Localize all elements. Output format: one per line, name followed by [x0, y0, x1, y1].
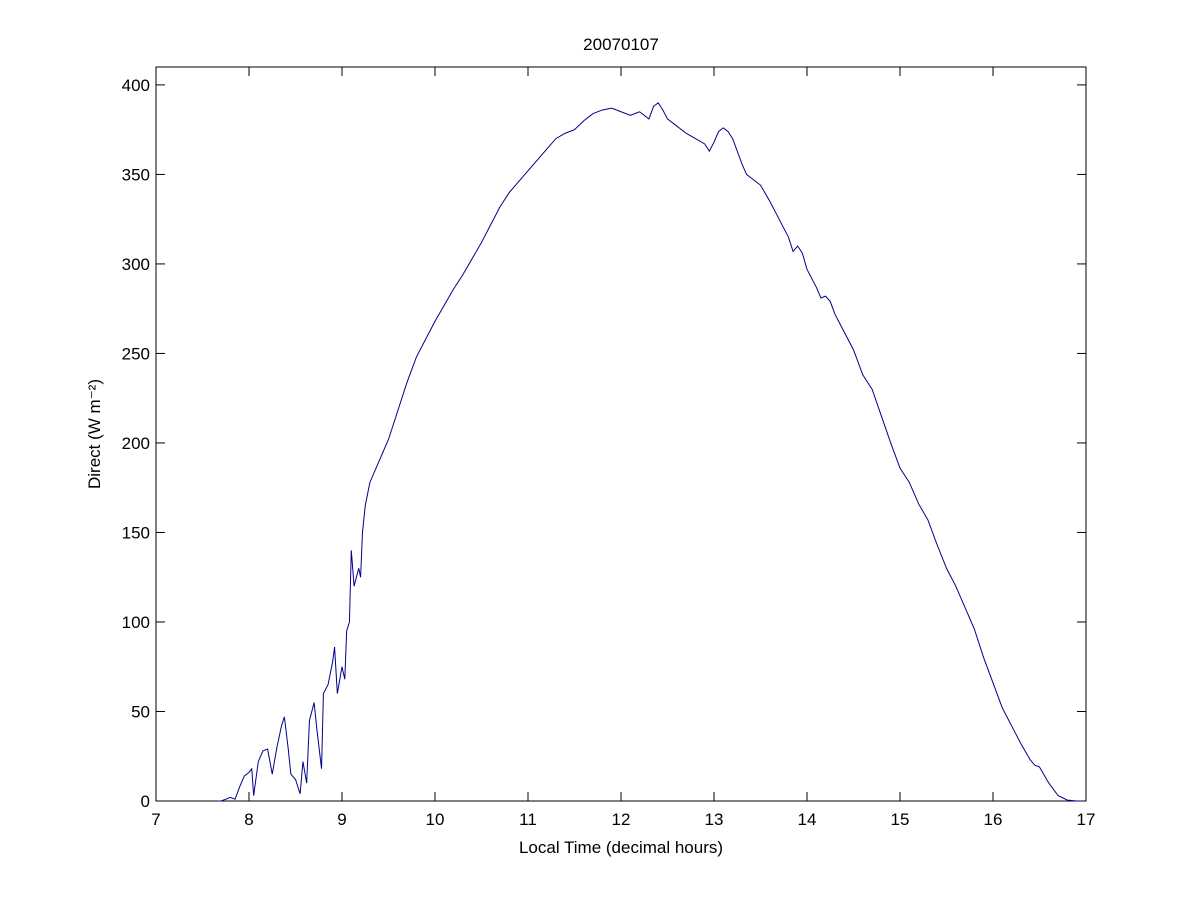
x-tick-label: 17	[1077, 810, 1096, 829]
y-tick-label: 50	[131, 702, 150, 721]
x-tick-label: 8	[244, 810, 253, 829]
x-tick-label: 15	[891, 810, 910, 829]
chart-title: 20070107	[583, 35, 659, 54]
x-tick-label: 14	[798, 810, 817, 829]
x-tick-label: 9	[337, 810, 346, 829]
y-tick-label: 300	[122, 255, 150, 274]
y-tick-label: 150	[122, 523, 150, 542]
plot-frame	[155, 66, 1087, 802]
x-axis-label: Local Time (decimal hours)	[519, 838, 723, 857]
x-tick-label: 11	[519, 810, 537, 829]
x-tick-label: 10	[426, 810, 445, 829]
y-tick-label: 100	[122, 613, 150, 632]
y-axis-label: Direct (W m⁻²)	[85, 379, 104, 489]
y-tick-label: 350	[122, 165, 150, 184]
y-tick-label: 250	[122, 344, 150, 363]
x-tick-label: 7	[151, 810, 160, 829]
x-tick-label: 16	[984, 810, 1003, 829]
y-tick-label: 200	[122, 434, 150, 453]
data-line	[216, 102, 1082, 802]
x-tick-label: 13	[705, 810, 724, 829]
y-tick-label: 400	[122, 76, 150, 95]
y-tick-label: 0	[141, 792, 150, 811]
x-tick-label: 12	[612, 810, 631, 829]
